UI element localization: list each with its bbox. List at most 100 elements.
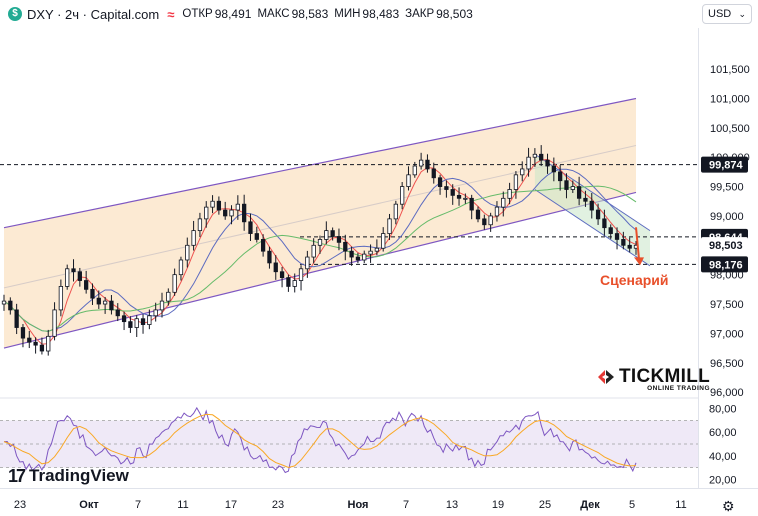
- candle-body: [355, 256, 361, 261]
- candle-body: [482, 218, 487, 226]
- rsi-signal-line: [3, 413, 637, 469]
- candle-body: [469, 197, 474, 211]
- scenario-arrow: [635, 227, 640, 260]
- candle-body: [349, 250, 354, 258]
- candle-body: [305, 256, 310, 270]
- candle-body: [58, 286, 64, 311]
- candle-body: [115, 309, 120, 317]
- candle-body: [374, 247, 380, 252]
- price-tick-label: 98,000: [710, 270, 744, 282]
- candle-body: [520, 168, 525, 176]
- rsi-tick-label: 60,00: [709, 427, 737, 439]
- candle-body: [279, 271, 285, 279]
- price-label-box: [701, 156, 748, 173]
- candle-body: [147, 315, 152, 325]
- price-tick-label: 96,000: [710, 387, 744, 399]
- candle-body: [507, 189, 512, 199]
- candle-body: [185, 244, 190, 261]
- ascending-channel-upper: [3, 97, 637, 229]
- time-tick-label: 19: [492, 499, 504, 511]
- candle-body: [39, 344, 45, 352]
- candle-body: [90, 288, 95, 299]
- symbol-dollar-icon: $: [8, 7, 22, 21]
- candle-body: [425, 159, 430, 170]
- candle-body: [513, 174, 519, 190]
- candle-body: [387, 218, 392, 234]
- candle-body: [172, 274, 177, 293]
- candle-body: [216, 200, 222, 211]
- candle-body: [1, 300, 7, 305]
- candle-body: [558, 171, 563, 182]
- scenario-arrow-head: [634, 257, 644, 266]
- candle-body: [166, 291, 171, 302]
- candle-body: [583, 197, 588, 202]
- candle-body: [602, 218, 607, 229]
- currency-dropdown[interactable]: USD ⌄: [702, 4, 752, 24]
- candle-body: [324, 230, 329, 240]
- price-label-box: [701, 237, 748, 254]
- price-tick-label: 97,000: [710, 328, 744, 340]
- candle-body: [197, 218, 203, 232]
- candle-body: [621, 239, 626, 246]
- candle-body: [456, 194, 462, 199]
- candle-body: [27, 337, 32, 343]
- candle-body: [463, 197, 468, 200]
- time-tick-label: 5: [629, 499, 635, 511]
- price-tick-label: 101,000: [710, 93, 750, 105]
- candle-body: [77, 271, 82, 281]
- settings-gear-icon[interactable]: ⚙: [722, 498, 735, 514]
- time-tick-label: 23: [272, 499, 284, 511]
- chevron-down-icon: ⌄: [738, 8, 746, 19]
- candle-body: [229, 209, 234, 217]
- time-tick-label: Дек: [580, 499, 600, 511]
- candle-body: [475, 209, 481, 220]
- candle-body: [153, 309, 158, 317]
- candle-body: [52, 309, 57, 337]
- candle-body: [627, 244, 632, 249]
- candle-body: [242, 203, 247, 223]
- candle-body: [33, 341, 38, 346]
- candle-body: [260, 239, 266, 252]
- candle-body: [84, 280, 89, 290]
- candle-body: [65, 268, 70, 287]
- candle-body: [393, 203, 398, 220]
- candle-body: [431, 168, 436, 179]
- candle-body: [317, 239, 323, 246]
- candle-body: [526, 156, 531, 170]
- candle-body: [248, 221, 253, 234]
- candle-body: [501, 197, 506, 208]
- bad-data-icon[interactable]: ≈: [167, 6, 175, 22]
- candle-body: [330, 230, 335, 237]
- candle-body: [608, 227, 613, 234]
- time-tick-label: 7: [135, 499, 141, 511]
- candle-body: [292, 280, 297, 287]
- scenario-label: Сценарий: [600, 272, 669, 288]
- time-tick-label: 17: [225, 499, 237, 511]
- low-value: 98,483: [362, 7, 400, 21]
- candle-body: [267, 250, 272, 264]
- falling-channel-lower: [534, 189, 651, 267]
- candle-body: [121, 315, 127, 323]
- symbol-title[interactable]: DXY · 2ч · Capital.com: [27, 6, 160, 22]
- candle-body: [576, 186, 582, 199]
- tickmill-subtitle: ONLINE TRADING: [647, 385, 711, 392]
- candle-body: [178, 259, 184, 276]
- candle-body: [134, 318, 139, 328]
- open-label: ОТКР: [182, 8, 213, 20]
- rsi-tick-label: 40,00: [709, 451, 737, 463]
- candle-body: [8, 300, 13, 311]
- candle-body: [102, 300, 108, 305]
- candle-body: [381, 233, 386, 249]
- candle-body: [488, 215, 493, 226]
- candle-body: [564, 180, 569, 190]
- ma-mid-line: [3, 168, 637, 332]
- tradingview-logo[interactable]: 17 TradingView: [8, 465, 129, 487]
- price-tick-label: 96,500: [710, 358, 744, 370]
- tradingview-name: TradingView: [29, 466, 129, 485]
- candle-body: [311, 244, 316, 258]
- candle-body: [235, 203, 240, 211]
- candle-body: [159, 300, 165, 311]
- candle-body: [14, 309, 19, 328]
- chart-header: $ DXY · 2ч · Capital.com ≈ ОТКР 98,491 М…: [0, 0, 700, 28]
